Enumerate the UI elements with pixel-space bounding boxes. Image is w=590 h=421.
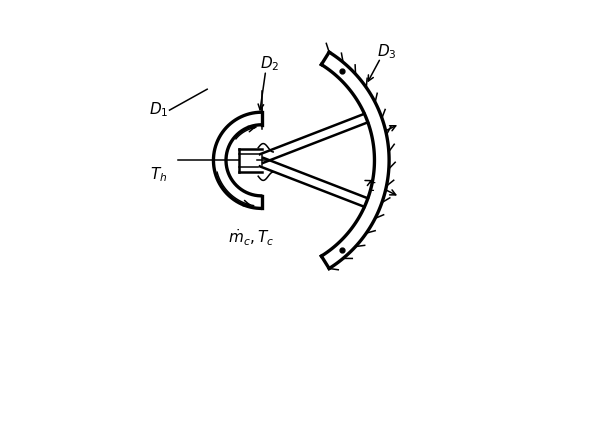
Text: $D_2$: $D_2$ [260,55,280,74]
Text: $D_1$: $D_1$ [149,101,169,120]
Text: $\dot{m}_c ,T_c$: $\dot{m}_c ,T_c$ [228,227,274,248]
Text: $D_3$: $D_3$ [377,42,397,61]
Text: $t$: $t$ [368,178,376,194]
Text: $T_h$: $T_h$ [150,165,168,184]
